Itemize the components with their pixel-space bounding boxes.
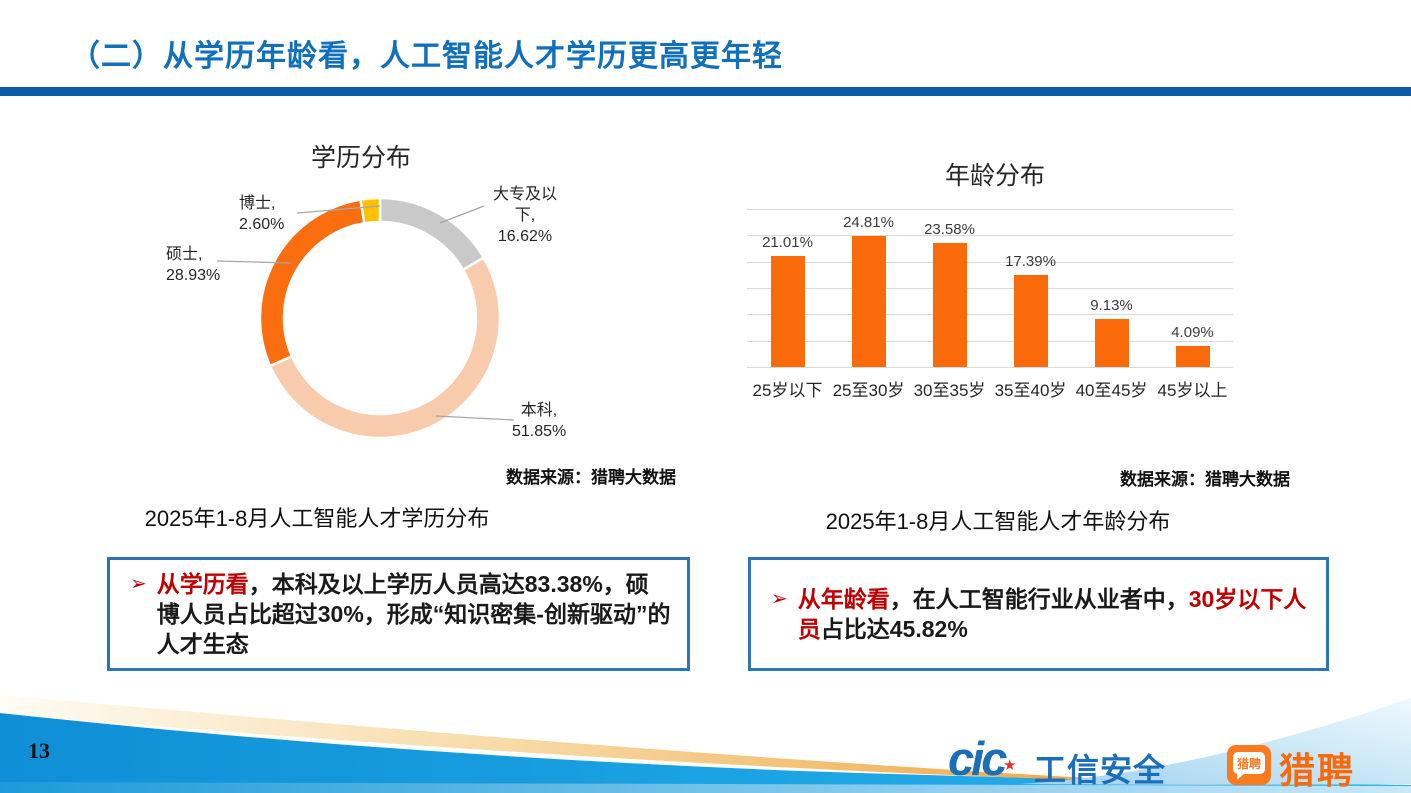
note-text-segment: ，本科及以上学历人员高达83.38%，硕博人员占比超过30%，形成“知识密集-创… [156, 571, 671, 657]
age-data-source: 数据来源：猎聘大数据 [1120, 470, 1290, 489]
bar-category-label: 35至40岁 [994, 381, 1067, 400]
page-number: 13 [28, 738, 50, 763]
bar-35至40岁 [1013, 275, 1048, 367]
note-text-segment: 从学历看 [156, 571, 249, 597]
footer-bottom-strip [0, 782, 1411, 793]
donut-segment-1 [268, 255, 502, 440]
bar-category-label: 30至35岁 [913, 381, 986, 400]
bar-25岁以下 [770, 256, 805, 367]
note-text-segment: ，在人工智能行业从业者中， [889, 586, 1189, 612]
bar-category-label: 45岁以上 [1157, 381, 1228, 400]
donut-arcs [258, 196, 502, 440]
donut-label-benke: 本科, 51.85% [512, 402, 567, 440]
bar-category-label: 25至30岁 [832, 381, 905, 400]
donut-leader-lines [216, 205, 515, 421]
footer-blue-wave [0, 713, 1411, 793]
bar-value-label: 9.13% [1090, 296, 1133, 314]
bar-45岁以上 [1175, 345, 1210, 367]
liepin-wordmark: 猎聘 [1279, 750, 1356, 791]
bullet-arrow-icon: ➢ [771, 588, 788, 610]
education-donut-chart [216, 196, 515, 440]
education-chart-title: 学历分布 [310, 144, 411, 172]
liepin-speech-bubble-icon: 猎聘 [1233, 752, 1265, 780]
age-bar-chart: 21.01% 25岁以下 24.81% 25至30岁 23.58% 30至35岁 17.39… [747, 209, 1233, 400]
education-note-text: 从学历看，本科及以上学历人员高达83.38%，硕博人员占比超过30%，形成“知识… [157, 569, 671, 659]
gridline [747, 235, 1233, 237]
title-divider [0, 87, 1411, 96]
age-chart-title: 年龄分布 [944, 162, 1045, 190]
cic-star-icon: ★ [1003, 757, 1017, 774]
liepin-logo-icon: 猎聘 [1227, 745, 1271, 785]
slide-title: （二）从学历年龄看，人工智能人才学历更高更年轻 [70, 40, 783, 73]
gridline [747, 340, 1233, 342]
gongxin-anquan-wordmark: 工信安全 [1034, 752, 1167, 788]
gridline [747, 209, 1233, 210]
note-text-segment: 30岁以下人员 [797, 586, 1307, 642]
note-text-segment: 从年龄看 [797, 586, 890, 612]
bar-40至45岁 [1094, 318, 1129, 367]
gridline [747, 288, 1233, 289]
education-note-box: ➢ 从学历看，本科及以上学历人员高达83.38%，硕博人员占比超过30%，形成“… [107, 557, 690, 671]
donut-segment-3 [359, 196, 382, 225]
bullet-arrow-icon: ➢ [130, 573, 147, 595]
gridline [747, 261, 1233, 263]
education-chart-caption: 2025年1-8月人工智能人才学历分布 [144, 506, 490, 531]
bar-category-label: 25岁以下 [752, 381, 823, 400]
bar-30至35岁 [932, 242, 967, 367]
donut-segment-0 [378, 196, 486, 272]
footer-pale-wedge [1020, 698, 1411, 785]
bar-value-label: 17.39% [1005, 253, 1056, 271]
age-note-text: 从年龄看，在人工智能行业从业者中，30岁以下人员占比达45.82% [798, 584, 1310, 644]
bar-25至30岁 [851, 236, 886, 367]
cic-logo: cic [948, 732, 1007, 785]
bar-category-label: 40至45岁 [1075, 381, 1148, 400]
age-note-box: ➢ 从年龄看，在人工智能行业从业者中，30岁以下人员占比达45.82% [748, 557, 1329, 671]
donut-label-boshi: 博士, 2.60% [239, 195, 285, 233]
age-chart-caption: 2025年1-8月人工智能人才年龄分布 [825, 509, 1171, 534]
gridline [747, 314, 1233, 316]
bar-value-label: 21.01% [762, 234, 813, 252]
footer-wave-decoration [0, 695, 1411, 793]
gridline [747, 367, 1233, 368]
bar-value-label: 4.09% [1171, 323, 1214, 341]
education-data-source: 数据来源：猎聘大数据 [506, 468, 676, 487]
bar-value-label: 24.81% [843, 214, 894, 232]
donut-label-shuoshi: 硕士, 28.93% [166, 246, 221, 284]
donut-label-dazhuan: 大专及以下, 16.62% [492, 186, 557, 245]
bar-value-label: 23.58% [924, 220, 975, 238]
note-text-segment: 占比达45.82% [820, 616, 968, 642]
